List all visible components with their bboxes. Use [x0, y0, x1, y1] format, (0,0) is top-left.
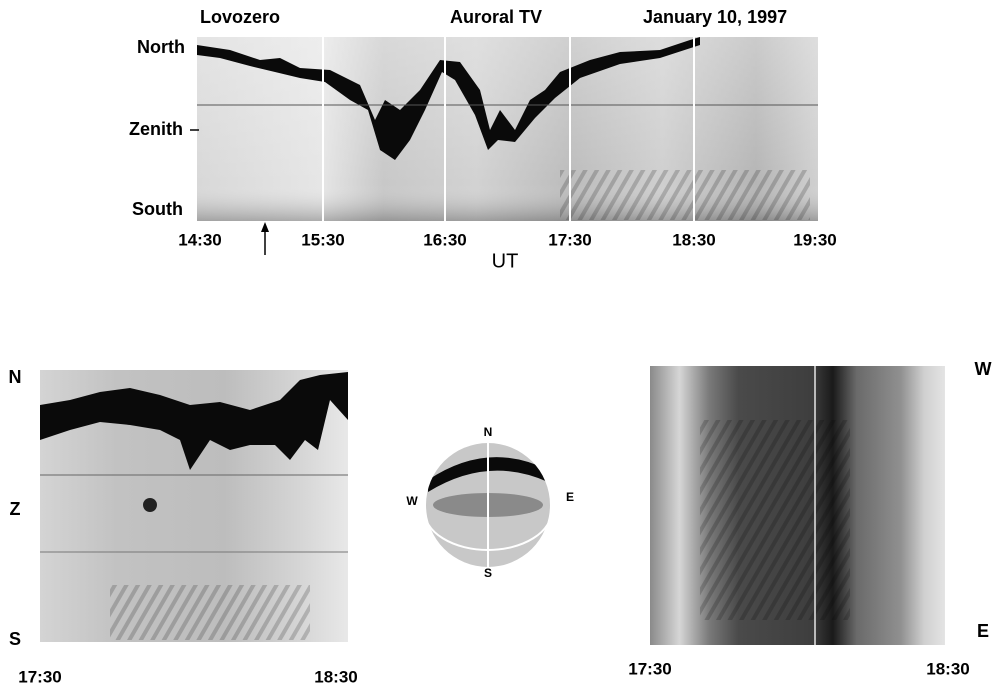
date: January 10, 1997 [643, 7, 787, 27]
axis-label: UT [492, 250, 519, 272]
time-label: 18:30 [672, 230, 715, 249]
compass-label: E [566, 490, 574, 504]
y-label: North [137, 37, 185, 57]
y-label: E [977, 621, 989, 641]
compass-label: N [484, 425, 493, 439]
panel-title: Auroral TV [450, 7, 542, 27]
y-label: Z [10, 499, 21, 519]
time-label: 18:30 [926, 659, 969, 678]
all-sky-image [423, 440, 553, 570]
compass-label: W [406, 494, 418, 508]
y-label: N [9, 367, 22, 387]
time-label: 18:30 [314, 667, 357, 686]
time-label: 17:30 [18, 667, 61, 686]
time-label: 19:30 [793, 230, 836, 249]
zoom-keogram [40, 370, 348, 642]
y-label: Zenith [129, 119, 183, 139]
y-label: South [132, 199, 183, 219]
time-label: 17:30 [628, 659, 671, 678]
event-arrowhead [261, 222, 269, 232]
y-label: S [9, 629, 21, 649]
compass-label: S [484, 566, 492, 580]
y-label: W [975, 359, 992, 379]
ew-keogram [650, 366, 945, 645]
time-label: 14:30 [178, 230, 221, 249]
time-label: 17:30 [548, 230, 591, 249]
time-label: 16:30 [423, 230, 466, 249]
time-label: 15:30 [301, 230, 344, 249]
top-keogram [197, 37, 818, 221]
station: Lovozero [200, 7, 280, 27]
